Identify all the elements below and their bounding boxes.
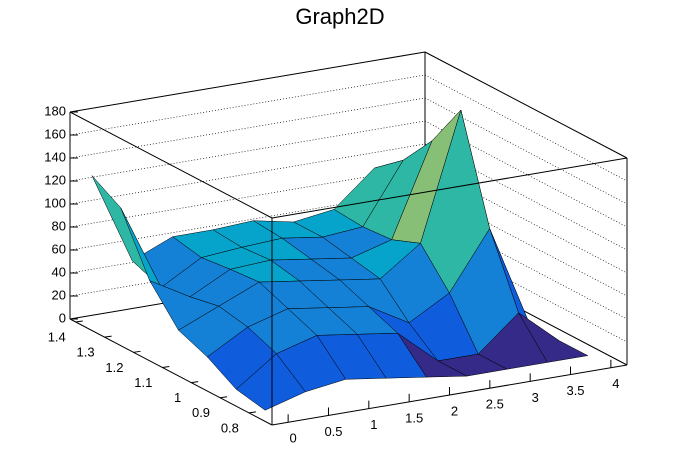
y-tick-label: 1.1: [134, 375, 152, 390]
z-tick-label: 0: [59, 310, 66, 325]
frame-edge: [424, 51, 628, 159]
y-tick: [104, 335, 112, 338]
z-tick-label: 160: [44, 126, 66, 141]
frame-edge: [69, 51, 426, 113]
y-tick-label: 1: [174, 390, 181, 405]
y-tick-label: 0.9: [192, 405, 210, 420]
z-tick-label: 120: [44, 172, 66, 187]
z-tick-label: 20: [52, 287, 66, 302]
x-tick-label: 0.5: [324, 424, 342, 439]
y-tick: [191, 381, 199, 384]
z-tick-label: 100: [44, 195, 66, 210]
grid-line: [69, 74, 628, 182]
y-tick-label: 1.3: [77, 345, 95, 360]
z-tick-label: 40: [52, 264, 66, 279]
y-tick: [162, 365, 170, 368]
x-tick-label: 1: [370, 417, 377, 432]
y-tick-label: 1.2: [105, 360, 123, 375]
x-tick-label: 3: [532, 390, 539, 405]
z-tick-label: 180: [44, 103, 66, 118]
x-tick-label: 1.5: [405, 410, 423, 425]
y-tick-label: 1.4: [48, 329, 66, 344]
frame-edge: [271, 157, 628, 219]
chart-title: Graph2D: [295, 4, 384, 29]
y-tick: [219, 396, 228, 399]
z-tick-label: 140: [44, 149, 66, 164]
y-tick: [133, 350, 141, 353]
x-tick-label: 2: [451, 403, 458, 418]
y-axis: [69, 318, 273, 426]
z-tick-label: 60: [52, 241, 66, 256]
x-tick-label: 3.5: [566, 383, 584, 398]
y-tick: [75, 320, 83, 323]
z-tick-label: 80: [52, 218, 66, 233]
y-tick: [248, 411, 256, 414]
x-tick-label: 0: [290, 431, 297, 446]
frame-edge: [69, 111, 273, 219]
y-tick-label: 0.8: [221, 420, 239, 435]
surface-cell: [235, 353, 306, 411]
grid-line: [69, 51, 628, 159]
x-tick-label: 2.5: [486, 397, 504, 412]
x-tick-label: 4: [612, 376, 619, 391]
